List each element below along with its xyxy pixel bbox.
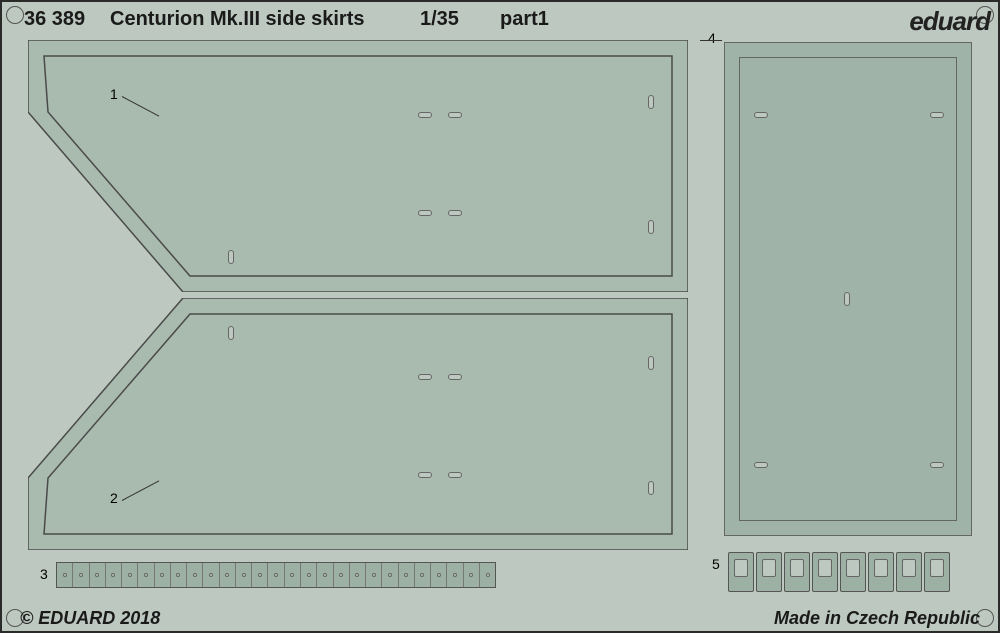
clip-part	[868, 552, 894, 592]
etch-slot	[448, 374, 462, 380]
clip-part	[812, 552, 838, 592]
etch-slot	[648, 481, 654, 495]
etch-slot	[448, 472, 462, 478]
etch-slot	[418, 112, 432, 118]
strip-cell	[447, 563, 463, 587]
strip-cell	[382, 563, 398, 587]
clip-part	[784, 552, 810, 592]
etch-slot	[448, 210, 462, 216]
etch-slot	[754, 112, 768, 118]
strip-cell	[285, 563, 301, 587]
strip-cell	[399, 563, 415, 587]
strip-cell	[122, 563, 138, 587]
strip-cell	[203, 563, 219, 587]
etch-slot	[448, 112, 462, 118]
label-5: 5	[712, 556, 720, 572]
sku-number: 36 389	[24, 8, 85, 31]
etch-slot	[418, 210, 432, 216]
etch-slot	[648, 95, 654, 109]
part-5-clips	[728, 552, 950, 592]
strip-cell	[366, 563, 382, 587]
label-3: 3	[40, 566, 48, 582]
label-4: 4	[708, 30, 716, 46]
strip-cell	[138, 563, 154, 587]
etch-slot	[930, 112, 944, 118]
strip-cell	[90, 563, 106, 587]
strip-cell	[155, 563, 171, 587]
strip-cell	[350, 563, 366, 587]
brand-logo: eduard	[909, 6, 990, 37]
strip-cell	[415, 563, 431, 587]
strip-cell	[431, 563, 447, 587]
origin-text: Made in Czech Republic	[774, 608, 980, 629]
etch-slot	[754, 462, 768, 468]
part-4-inner	[739, 57, 957, 521]
etch-slot	[228, 326, 234, 340]
strip-cell	[317, 563, 333, 587]
part-3-strip	[56, 562, 496, 588]
clip-part	[728, 552, 754, 592]
label-2: 2	[110, 490, 118, 506]
strip-cell	[301, 563, 317, 587]
strip-cell	[480, 563, 495, 587]
strip-cell	[334, 563, 350, 587]
etch-slot	[930, 462, 944, 468]
strip-cell	[236, 563, 252, 587]
strip-cell	[73, 563, 89, 587]
label-4-line	[700, 40, 722, 41]
strip-cell	[252, 563, 268, 587]
clip-part	[756, 552, 782, 592]
product-title: Centurion Mk.III side skirts	[110, 8, 365, 31]
clip-part	[924, 552, 950, 592]
part-label: part1	[500, 8, 549, 31]
label-1: 1	[110, 86, 118, 102]
etch-slot	[418, 374, 432, 380]
etch-slot	[418, 472, 432, 478]
etch-slot	[844, 292, 850, 306]
scale-label: 1/35	[420, 8, 459, 31]
etch-slot	[648, 220, 654, 234]
strip-cell	[464, 563, 480, 587]
strip-cell	[220, 563, 236, 587]
etch-slot	[648, 356, 654, 370]
strip-cell	[187, 563, 203, 587]
etch-slot	[228, 250, 234, 264]
copyright-text: © EDUARD 2018	[20, 608, 160, 629]
strip-cell	[106, 563, 122, 587]
strip-cell	[171, 563, 187, 587]
strip-cell	[57, 563, 73, 587]
part-2-skirt	[28, 298, 688, 550]
strip-cell	[268, 563, 284, 587]
clip-part	[840, 552, 866, 592]
part-1-skirt	[28, 40, 688, 292]
clip-part	[896, 552, 922, 592]
